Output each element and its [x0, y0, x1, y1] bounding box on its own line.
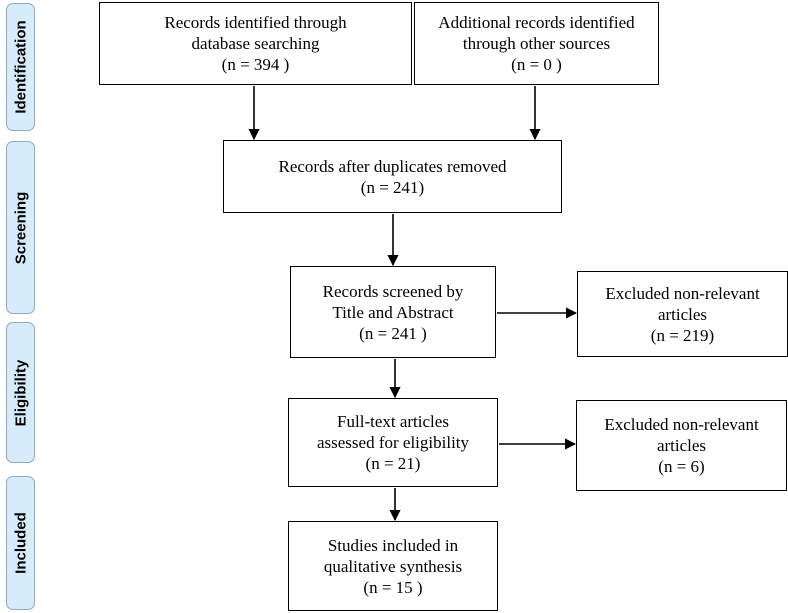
box-screened-count: (n = 241 )	[359, 323, 427, 343]
box-excluded-fulltext-line1: Excluded non-relevant	[604, 415, 759, 434]
box-excluded-fulltext-line2: articles	[656, 436, 707, 455]
box-database-records: Records identified through database sear…	[99, 2, 412, 85]
box-excluded-screening-line2: articles	[657, 304, 708, 324]
box-screened-line1: Records screened by	[322, 281, 464, 301]
box-included-count: (n = 15 )	[363, 577, 423, 597]
box-records-screened: Records screened by Title and Abstract (…	[290, 266, 496, 358]
box-excluded-fulltext: Excluded non-relevant articles (n = 6)	[576, 400, 787, 491]
box-fulltext-line1: Full-text articles	[337, 412, 449, 431]
box-database-count: (n = 394 )	[221, 55, 290, 74]
box-duplicates-removed: Records after duplicates removed (n = 24…	[223, 140, 562, 213]
box-other-sources: Additional records identified through ot…	[414, 2, 659, 85]
box-other-line1: Additional records identified	[438, 13, 635, 32]
box-screened-line2: Title and Abstract	[332, 302, 454, 322]
box-duplicates-line1: Records after duplicates removed	[278, 156, 507, 176]
box-fulltext-line2: assessed for eligibility	[316, 433, 470, 452]
box-fulltext-count: (n = 21)	[365, 454, 421, 473]
phase-identification: Identification	[6, 3, 35, 131]
box-duplicates-count: (n = 241)	[360, 177, 425, 197]
box-excluded-screening: Excluded non-relevant articles (n = 219)	[577, 271, 788, 357]
box-included-line1: Studies included in	[327, 535, 459, 555]
phase-screening: Screening	[6, 141, 35, 314]
phase-included: Included	[6, 476, 35, 610]
box-excluded-screening-count: (n = 219)	[650, 325, 715, 345]
box-excluded-fulltext-count: (n = 6)	[658, 457, 705, 476]
box-excluded-screening-line1: Excluded non-relevant	[605, 283, 760, 303]
box-other-line2: through other sources	[462, 34, 611, 53]
box-fulltext-assessed: Full-text articles assessed for eligibil…	[288, 398, 498, 487]
box-other-count: (n = 0 )	[511, 55, 562, 74]
phase-eligibility: Eligibility	[6, 322, 35, 463]
box-studies-included: Studies included in qualitative synthesi…	[288, 521, 498, 611]
box-included-line2: qualitative synthesis	[323, 556, 463, 576]
box-database-line2: database searching	[191, 34, 320, 53]
box-database-line1: Records identified through	[164, 13, 347, 32]
